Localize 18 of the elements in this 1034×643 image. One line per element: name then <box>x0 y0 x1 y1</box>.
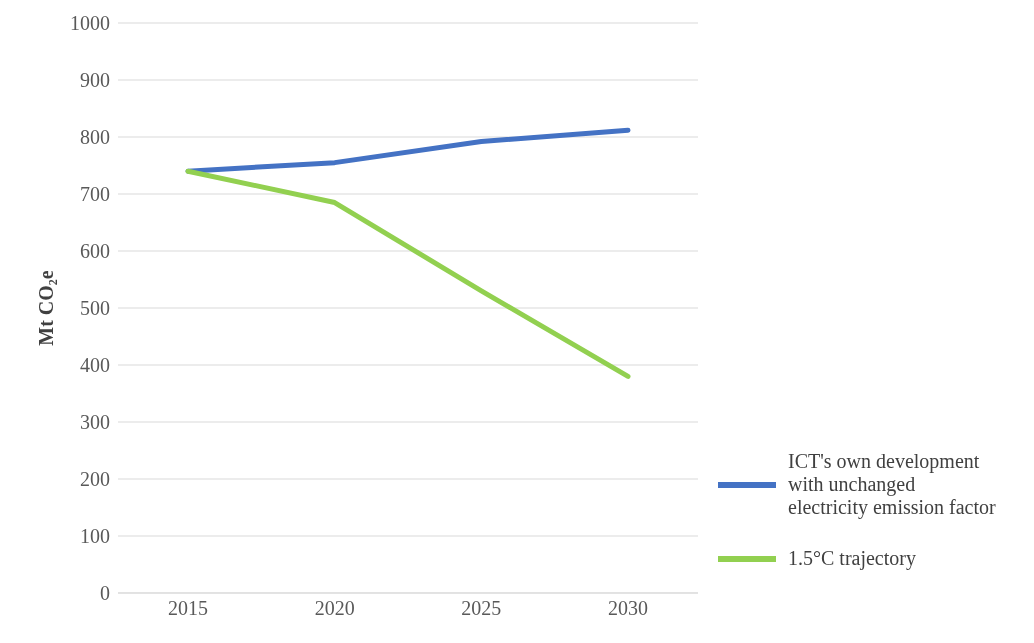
y-tick-label: 1000 <box>70 12 110 35</box>
x-tick-label: 2020 <box>314 597 355 620</box>
legend-label: ICT's own development with unchanged electricity emission factor <box>788 450 997 519</box>
legend-label: 1.5°C trajectory <box>788 547 917 570</box>
x-tick-label: 2025 <box>461 597 502 620</box>
y-tick-label: 600 <box>80 240 110 263</box>
y-tick-label: 200 <box>80 468 110 491</box>
y-tick-label: 700 <box>80 183 110 206</box>
y-axis-title: Mt CO₂e <box>35 270 57 346</box>
y-tick-label: 500 <box>80 297 110 320</box>
y-tick-label: 100 <box>80 525 110 548</box>
x-tick-label: 2030 <box>608 597 648 620</box>
y-tick-label: 800 <box>80 126 110 149</box>
x-tick-label: 2015 <box>168 597 208 620</box>
y-tick-label: 0 <box>100 582 110 605</box>
y-tick-label: 900 <box>80 69 110 92</box>
y-tick-label: 400 <box>80 354 110 377</box>
y-tick-label: 300 <box>80 411 110 434</box>
